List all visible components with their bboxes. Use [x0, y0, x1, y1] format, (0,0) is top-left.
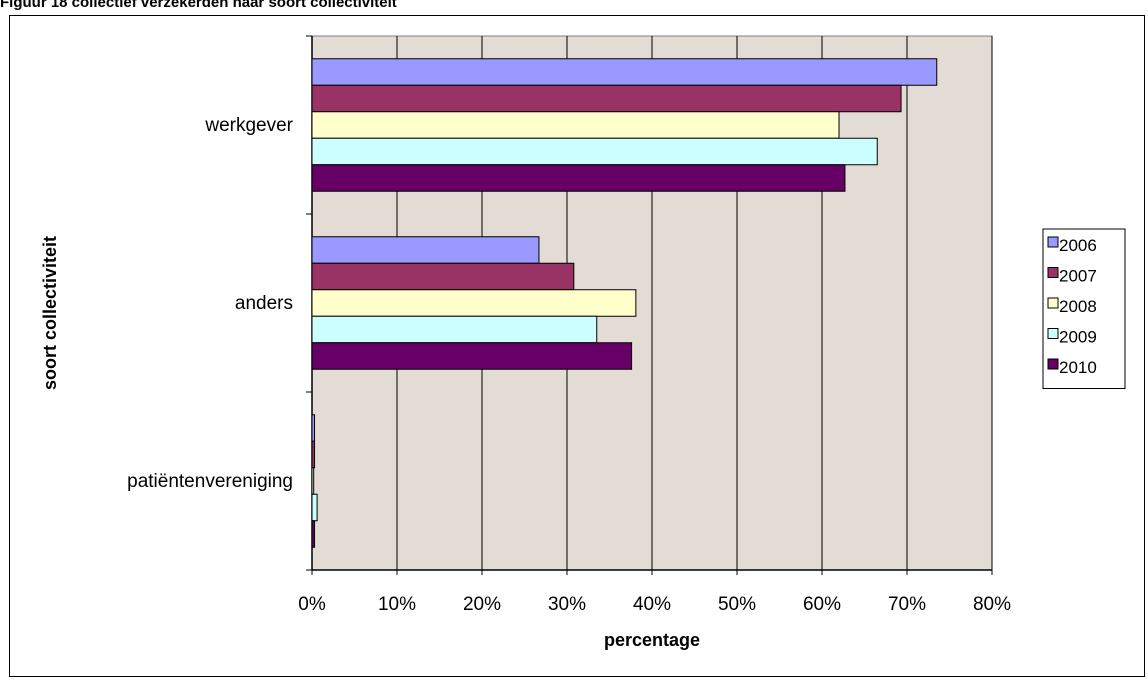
legend-label-2009: 2009: [1059, 328, 1097, 347]
bar-2007: [311, 84, 902, 113]
legend-label-2007: 2007: [1059, 267, 1097, 286]
legend-swatch-2010: [1047, 358, 1059, 370]
category-label: werkgever: [204, 115, 293, 136]
bar-2010: [311, 520, 316, 548]
bar-2010: [311, 164, 846, 192]
category-label: patiëntenvereniging: [127, 471, 293, 492]
legend-swatch-2008: [1047, 297, 1059, 309]
x-tick-label: 60%: [803, 594, 841, 615]
legend-swatch-2006: [1047, 236, 1059, 248]
y-axis-title: soort collectiviteit: [40, 236, 60, 390]
bar-2009: [311, 137, 878, 166]
bar-2006: [311, 58, 938, 86]
page-title: Figuur 18 collectief verzekerden naar so…: [0, 0, 397, 11]
bar-2008: [311, 289, 637, 317]
bar-2007: [311, 440, 316, 469]
x-tick-label: 80%: [973, 594, 1011, 615]
x-tick-label: 70%: [888, 594, 926, 615]
bar-2009: [311, 315, 598, 344]
legend-label-2008: 2008: [1059, 297, 1097, 316]
x-tick-label: 50%: [718, 594, 756, 615]
x-tick-label: 40%: [633, 594, 671, 615]
x-axis-title: percentage: [604, 630, 700, 650]
legend-label-2006: 2006: [1059, 236, 1097, 255]
bar-2008: [311, 111, 840, 139]
x-tick-label: 30%: [548, 594, 586, 615]
legend-swatch-2009: [1047, 328, 1059, 339]
x-tick-label: 10%: [378, 594, 416, 615]
bar-2006: [311, 236, 540, 264]
x-tick-label: 20%: [463, 594, 501, 615]
legend-swatch-2007: [1047, 267, 1059, 278]
x-tick-label: 0%: [298, 594, 326, 615]
bar-2006: [311, 414, 316, 442]
legend-label-2010: 2010: [1059, 358, 1097, 377]
bar-2009: [311, 493, 318, 522]
bar-2010: [311, 342, 633, 370]
bar-2008: [311, 467, 315, 495]
bar-2007: [311, 262, 575, 291]
category-label: anders: [235, 293, 293, 314]
